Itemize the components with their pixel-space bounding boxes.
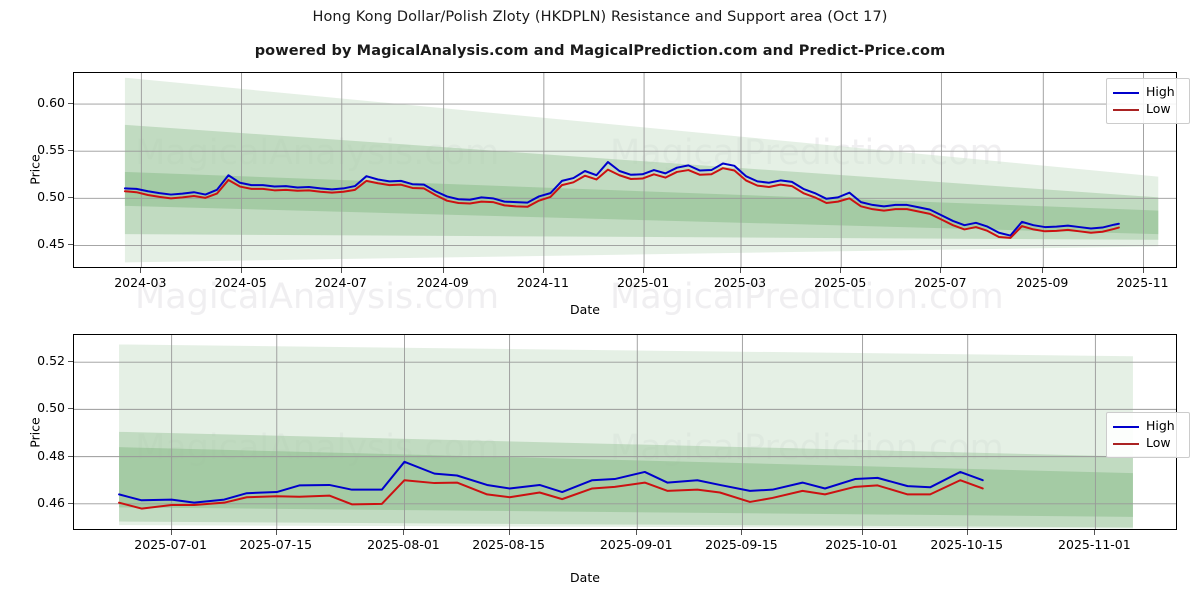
x-tick-mark (1142, 268, 1144, 273)
x-tick-label: 2025-11-01 (1058, 537, 1131, 552)
legend-row-low: Low (1113, 101, 1182, 118)
x-tick-mark (840, 268, 842, 273)
low-line-swatch (1113, 108, 1139, 111)
page-title: Hong Kong Dollar/Polish Zloty (HKDPLN) R… (312, 9, 888, 25)
x-tick-mark (861, 530, 863, 535)
page-subtitle: powered by MagicalAnalysis.com and Magic… (254, 43, 946, 59)
x-tick-label: 2025-10-15 (930, 537, 1004, 552)
x-tick-label: 2024-09 (416, 275, 469, 290)
y-tick-label: 0.55 (37, 142, 65, 158)
x-tick-mark (140, 268, 142, 273)
x-tick-mark (340, 268, 342, 273)
x-tick-label: 2025-10-01 (825, 537, 898, 552)
x-tick-label: 2024-03 (114, 275, 167, 290)
y-tick-mark (68, 197, 73, 199)
upper-chart-panel: Price Date 0.45 0.50 0.55 0.60 2024-03 2024-… (28, 72, 1190, 317)
y-tick-mark (68, 408, 73, 410)
band-inner (124, 171, 1159, 235)
legend-row-low: Low (1113, 435, 1182, 452)
x-tick-mark (508, 530, 510, 535)
y-tick-label: 0.45 (37, 236, 65, 252)
high-line-swatch (1113, 425, 1139, 428)
x-tick-mark (542, 268, 544, 273)
legend-label-low: Low (1146, 435, 1171, 451)
low-line-swatch (1113, 442, 1139, 445)
upper-plot-svg (74, 73, 1176, 267)
x-tick-label: 2025-08-01 (367, 537, 440, 552)
x-tick-label: 2025-09 (1016, 275, 1069, 290)
y-tick-mark (68, 502, 73, 504)
x-tick-label: 2025-07-15 (239, 537, 313, 552)
x-tick-mark (966, 530, 968, 535)
x-tick-label: 2025-09-15 (705, 537, 778, 552)
y-tick-mark (68, 361, 73, 363)
x-tick-label: 2025-11 (1116, 275, 1169, 290)
lower-legend: High Low (1106, 412, 1190, 458)
legend-label-high: High (1146, 84, 1175, 100)
y-tick-label: 0.50 (37, 400, 65, 416)
lower-x-axis-label: Date (570, 570, 600, 585)
x-tick-label: 2024-05 (214, 275, 267, 290)
x-tick-label: 2024-07 (314, 275, 367, 290)
series-line-high (123, 161, 1120, 237)
x-tick-mark (275, 530, 277, 535)
series-line-high (118, 460, 984, 504)
x-tick-label: 2025-05 (814, 275, 867, 290)
series-line-low (118, 479, 984, 510)
upper-x-axis-label: Date (570, 302, 600, 317)
y-tick-label: 0.48 (37, 447, 65, 463)
y-tick-mark (68, 244, 73, 246)
upper-plot-area (73, 72, 1177, 268)
y-tick-label: 0.60 (37, 95, 65, 111)
lower-plot-svg (74, 335, 1176, 529)
x-tick-mark (442, 268, 444, 273)
x-tick-mark (240, 268, 242, 273)
x-tick-mark (740, 268, 741, 273)
series-line-low (123, 167, 1120, 239)
legend-label-low: Low (1146, 101, 1171, 117)
y-tick-label: 0.46 (37, 494, 65, 510)
y-tick-mark (68, 103, 73, 105)
lower-plot-area (73, 334, 1177, 530)
lower-chart-panel: Price Date 0.46 0.48 0.50 0.52 2025-07-01 20… (0, 320, 1200, 600)
x-tick-mark (170, 530, 172, 535)
x-tick-mark (940, 268, 942, 273)
band-inner (119, 447, 1133, 517)
x-tick-label: 2025-01 (616, 275, 670, 290)
high-line-swatch (1113, 91, 1139, 94)
y-tick-mark (68, 150, 73, 152)
legend-row-high: High (1113, 418, 1182, 435)
y-tick-label: 0.52 (37, 353, 65, 369)
x-tick-label: 2025-09-01 (599, 537, 673, 552)
legend-label-high: High (1146, 418, 1175, 434)
y-tick-mark (68, 455, 73, 457)
x-tick-label: 2025-07 (914, 275, 967, 290)
y-tick-label: 0.50 (37, 189, 65, 205)
legend-row-high: High (1113, 84, 1182, 101)
x-tick-mark (741, 530, 743, 535)
x-tick-mark (643, 268, 645, 273)
x-tick-label: 2024-11 (516, 275, 569, 290)
x-tick-mark (1042, 268, 1044, 273)
upper-legend: High Low (1106, 78, 1190, 124)
x-tick-label: 2025-07-01 (134, 537, 207, 552)
x-tick-mark (636, 530, 638, 535)
x-tick-mark (1094, 530, 1096, 535)
x-tick-label: 2025-03 (713, 275, 767, 290)
x-tick-label: 2025-08-15 (472, 537, 545, 552)
x-tick-mark (403, 530, 405, 535)
